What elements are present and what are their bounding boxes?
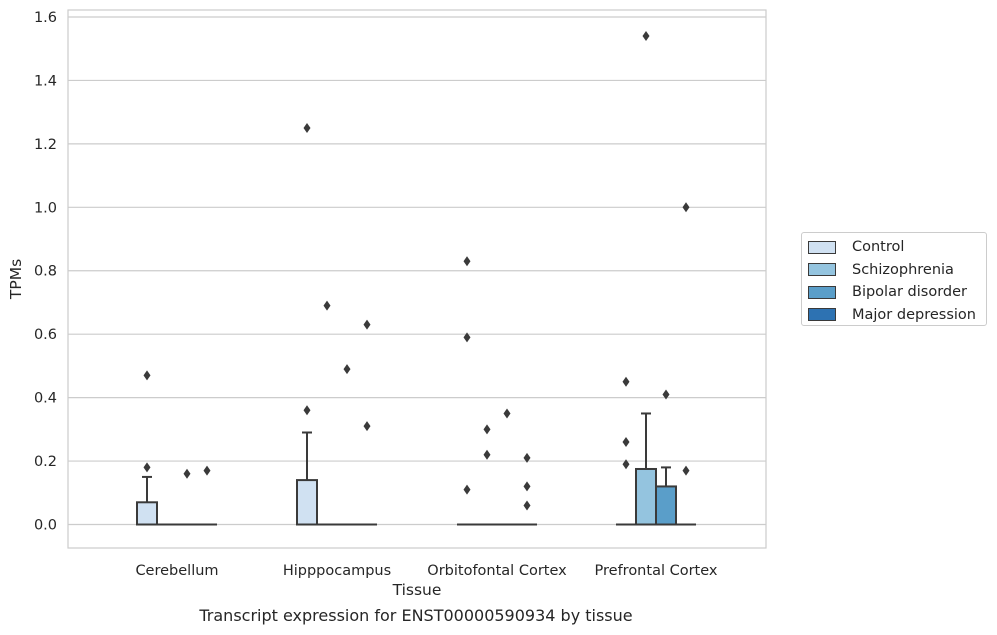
outlier-point bbox=[463, 332, 471, 343]
box bbox=[635, 467, 657, 526]
legend: Control Schizophrenia Bipolar disorder M… bbox=[801, 232, 987, 326]
y-tick-label: 0.8 bbox=[34, 264, 57, 280]
outlier-point bbox=[662, 389, 670, 400]
outlier-point bbox=[483, 424, 491, 435]
legend-swatch-schizophrenia bbox=[808, 263, 836, 277]
outlier-point bbox=[183, 468, 191, 479]
outlier-point bbox=[343, 364, 351, 375]
outlier-point bbox=[503, 408, 511, 419]
legend-swatch-control bbox=[808, 240, 836, 254]
outlier-point bbox=[303, 123, 311, 133]
outlier-point bbox=[523, 500, 531, 511]
outlier-point bbox=[523, 452, 531, 463]
outlier-point bbox=[682, 202, 690, 213]
x-tick-label: Cerebellum bbox=[135, 563, 218, 579]
y-tick-label: 1.2 bbox=[34, 137, 57, 153]
legend-item-major-depression: Major depression bbox=[808, 304, 986, 327]
outlier-point bbox=[642, 31, 650, 42]
chart-caption: Transcript expression for ENST0000059093… bbox=[199, 606, 633, 625]
legend-swatch-major-depression bbox=[808, 308, 836, 322]
box-marks bbox=[136, 31, 696, 526]
legend-label-control: Control bbox=[852, 239, 905, 256]
plot-frame bbox=[67, 9, 767, 549]
outlier-point bbox=[483, 449, 491, 460]
outlier-point bbox=[323, 300, 331, 311]
outlier-point bbox=[303, 405, 311, 416]
x-tick-label: Orbitofontal Cortex bbox=[427, 563, 567, 579]
x-tick-label: Prefrontal Cortex bbox=[595, 563, 718, 579]
legend-item-schizophrenia: Schizophrenia bbox=[808, 259, 986, 282]
x-axis-label: Tissue bbox=[392, 581, 442, 599]
outlier-point bbox=[143, 370, 151, 381]
y-tick-label: 0.6 bbox=[34, 327, 57, 343]
box bbox=[296, 479, 318, 526]
legend-label-schizophrenia: Schizophrenia bbox=[852, 261, 954, 278]
x-tick-label: Hipppocampus bbox=[283, 563, 391, 579]
legend-item-bipolar-disorder: Bipolar disorder bbox=[808, 281, 986, 304]
outlier-point bbox=[682, 465, 690, 476]
y-axis-label: TPMs bbox=[7, 259, 25, 300]
legend-item-control: Control bbox=[808, 236, 986, 259]
legend-label-major-depression: Major depression bbox=[852, 306, 976, 323]
y-tick-label: 1.0 bbox=[34, 200, 57, 216]
y-axis-ticks: 0.0 0.2 0.4 0.6 0.8 1.0 1.2 1.4 1.6 bbox=[34, 10, 57, 534]
y-tick-label: 0.4 bbox=[34, 391, 57, 407]
outlier-point bbox=[622, 459, 630, 470]
outlier-point bbox=[622, 376, 630, 387]
outlier-point bbox=[463, 484, 471, 495]
outlier-point bbox=[622, 437, 630, 448]
legend-label-bipolar-disorder: Bipolar disorder bbox=[852, 284, 967, 301]
y-tick-label: 1.6 bbox=[34, 10, 57, 26]
y-tick-label: 0.2 bbox=[34, 454, 57, 470]
outlier-point bbox=[523, 481, 531, 492]
y-tick-label: 0.0 bbox=[34, 518, 57, 534]
gridlines bbox=[68, 16, 766, 526]
box bbox=[136, 501, 158, 526]
outlier-point bbox=[363, 319, 371, 330]
outlier-point bbox=[363, 421, 371, 432]
box bbox=[655, 485, 677, 526]
outlier-point bbox=[143, 462, 151, 473]
y-tick-label: 1.4 bbox=[34, 73, 57, 89]
legend-swatch-bipolar-disorder bbox=[808, 285, 836, 299]
outlier-point bbox=[463, 256, 471, 267]
x-axis-ticks: Cerebellum Hipppocampus Orbitofontal Corte… bbox=[135, 563, 717, 579]
outlier-point bbox=[203, 465, 211, 476]
